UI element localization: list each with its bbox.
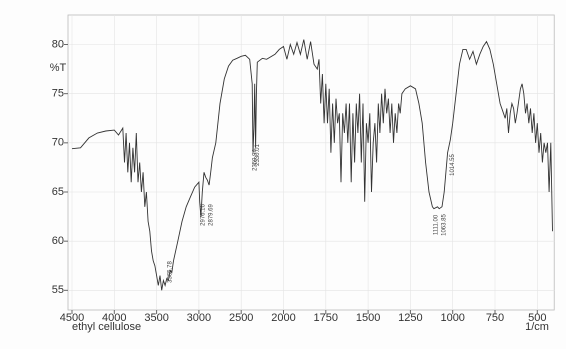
plot-frame [67, 14, 555, 311]
peak-label: 1063.85 [441, 214, 447, 236]
y-tick-label: 65 [52, 186, 64, 198]
x-unit-label: 1/cm [525, 321, 549, 333]
y-tick-label: 70 [52, 137, 64, 149]
peak-label: 1111.00 [433, 214, 439, 235]
x-tick-label: 1500 [356, 312, 380, 324]
peak-label: 3365.78 [168, 261, 174, 283]
x-tick-label: 2000 [271, 312, 295, 324]
x-tick-label: 750 [486, 312, 504, 324]
x-axis-label: ethyl cellulose [72, 321, 141, 333]
y-tick-label: 75 [52, 88, 64, 100]
y-tick-label: 60 [52, 235, 64, 247]
peak-label: 1014.55 [450, 154, 456, 176]
spectrum-line [71, 39, 553, 291]
peak-label: 2330.01 [255, 144, 261, 166]
y-axis-label: %T [50, 62, 67, 74]
x-tick-label: 2500 [229, 312, 253, 324]
peak-label: 2879.69 [209, 204, 215, 226]
x-tick-label: 1750 [314, 312, 338, 324]
x-tick-label: 1000 [440, 312, 464, 324]
x-tick-label: 500 [528, 312, 546, 324]
peak-label: 2976.16 [200, 204, 206, 226]
x-tick-label: 4000 [102, 312, 126, 324]
x-tick-label: 3000 [187, 312, 211, 324]
x-tick-label: 4500 [60, 312, 84, 324]
peak-label: 2359.94 [253, 149, 259, 171]
x-tick-label: 3500 [144, 312, 168, 324]
x-tick-label: 1250 [398, 312, 422, 324]
y-tick-label: 80 [52, 38, 64, 50]
y-tick-label: 55 [52, 284, 64, 296]
